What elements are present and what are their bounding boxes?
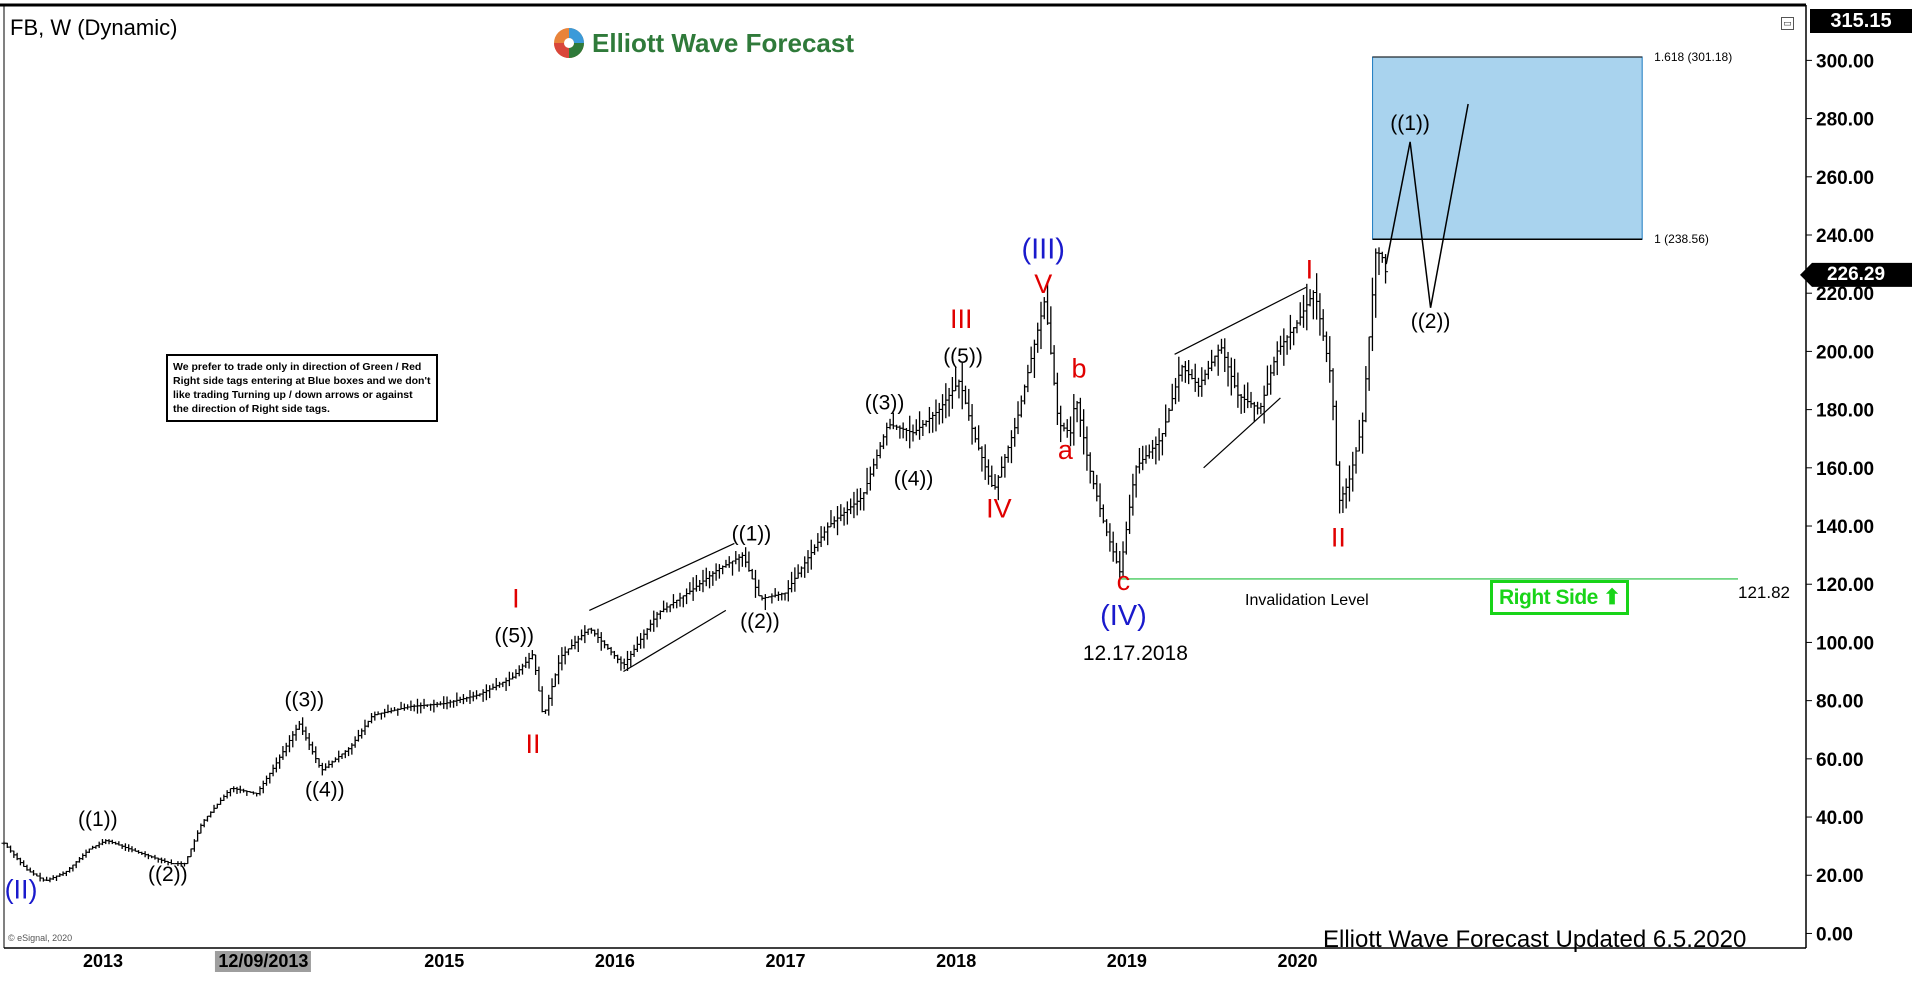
wave-label: I: [1306, 255, 1314, 285]
projection-path: [1385, 103, 1469, 308]
top-price-label: 315.15: [1810, 9, 1912, 33]
price-axis-layer: 300.00 280.00 260.00 240.00 220.00 200.00 180.…: [1800, 51, 1912, 945]
channel-line: [1174, 286, 1307, 355]
price-tick-label: 0.00: [1816, 924, 1853, 945]
wave-label: (II): [5, 875, 38, 905]
price-tick-label: 300.00: [1816, 51, 1874, 72]
wave-label: c: [1117, 566, 1131, 596]
last-price-marker: [1800, 262, 1912, 287]
wave-label: IV: [986, 493, 1012, 523]
wave-label: ((2)): [1411, 310, 1451, 333]
channel-line: [623, 609, 727, 673]
wave-label: 12.17.2018: [1083, 642, 1188, 665]
price-tick-label: 200.00: [1816, 342, 1874, 363]
logo-icon: [554, 28, 584, 58]
price-tick-label: 280.00: [1816, 110, 1874, 131]
wave-label: II: [1331, 522, 1346, 552]
brand-logo: Elliott Wave Forecast: [552, 26, 854, 60]
last-price-label: 226.29: [1826, 263, 1886, 285]
wave-label: II: [525, 729, 540, 759]
price-tick-label: 160.00: [1816, 459, 1874, 480]
wave-label: ((5)): [494, 624, 534, 647]
time-axis-label: 12/09/2013: [215, 951, 312, 972]
wave-label: ((2)): [740, 610, 780, 633]
copyright-label: © eSignal, 2020: [8, 933, 73, 943]
target-box-layer: 1.618 (301.18) 1 (238.56) Invalidation Lev…: [1120, 50, 1790, 609]
time-axis-label: 2018: [936, 951, 977, 971]
chart-title: FB, W (Dynamic): [10, 15, 178, 40]
right-side-label: Right Side: [1499, 586, 1598, 609]
time-axis-label: 2019: [1106, 951, 1147, 971]
time-axis-label: 2013: [82, 951, 123, 971]
invalidation-label: Invalidation Level: [1245, 592, 1369, 609]
fib-level-label: 1 (238.56): [1654, 232, 1709, 246]
wave-label: ((3)): [865, 392, 905, 415]
price-tick-label: 240.00: [1816, 226, 1874, 247]
price-tick-label: 80.00: [1816, 692, 1864, 713]
footer-updated: Elliott Wave Forecast Updated 6.5.2020: [1323, 926, 1747, 953]
time-axis-label: 2015: [424, 951, 465, 971]
invalidation-value: 121.82: [1738, 583, 1790, 602]
price-tick-label: 20.00: [1816, 866, 1864, 887]
price-tick-label: 120.00: [1816, 575, 1874, 596]
target-box: [1372, 56, 1643, 240]
channel-line: [1203, 397, 1281, 469]
price-tick-label: 60.00: [1816, 750, 1864, 771]
wave-label: a: [1058, 435, 1074, 465]
wave-label: b: [1072, 354, 1087, 384]
time-axis-label: 2016: [594, 951, 635, 971]
channel-line: [589, 542, 735, 611]
price-tick-label: 260.00: [1816, 168, 1874, 189]
price-tick-label: 100.00: [1816, 633, 1874, 654]
wave-label: (III): [1021, 233, 1065, 265]
price-tick-label: 40.00: [1816, 808, 1864, 829]
wave-label: ((5)): [943, 345, 983, 368]
time-axis-label: 2017: [765, 951, 806, 971]
wave-labels-layer: (II) ((1)) ((2)) ((3)) ((4)) I ((5)) II ((1)) ((2…: [5, 112, 1451, 904]
time-axis: 2013 12/09/2013 2015 2016 2017 2018 2019 2020: [0, 951, 1806, 975]
wave-label: I: [512, 584, 520, 614]
wave-lines-layer: [589, 103, 1469, 673]
wave-label: ((4)): [305, 779, 345, 802]
price-tick-label: 220.00: [1816, 284, 1874, 305]
restore-window-icon[interactable]: ▭: [1781, 17, 1794, 30]
time-axis-label: 2020: [1277, 951, 1318, 971]
fib-level-label: 1.618 (301.18): [1654, 50, 1732, 64]
right-side-tag: Right Side ⬆: [1490, 580, 1630, 615]
wave-label: ((2)): [148, 863, 188, 886]
trading-note: We prefer to trade only in direction of …: [166, 354, 438, 422]
wave-label: V: [1034, 269, 1052, 299]
price-tick-label: 180.00: [1816, 401, 1874, 422]
wave-label: (IV): [1100, 600, 1147, 632]
wave-label: ((1)): [1390, 112, 1430, 135]
wave-label: ((1)): [732, 523, 772, 546]
price-tick-label: 140.00: [1816, 517, 1874, 538]
wave-label: ((4)): [894, 467, 934, 490]
logo-text: Elliott Wave Forecast: [592, 27, 854, 58]
wave-label: ((1)): [78, 808, 118, 831]
price-bars-layer: [1, 247, 1389, 883]
wave-label: ((3)): [285, 688, 325, 711]
up-arrow-icon: ⬆: [1603, 586, 1621, 609]
wave-label: III: [950, 304, 973, 334]
